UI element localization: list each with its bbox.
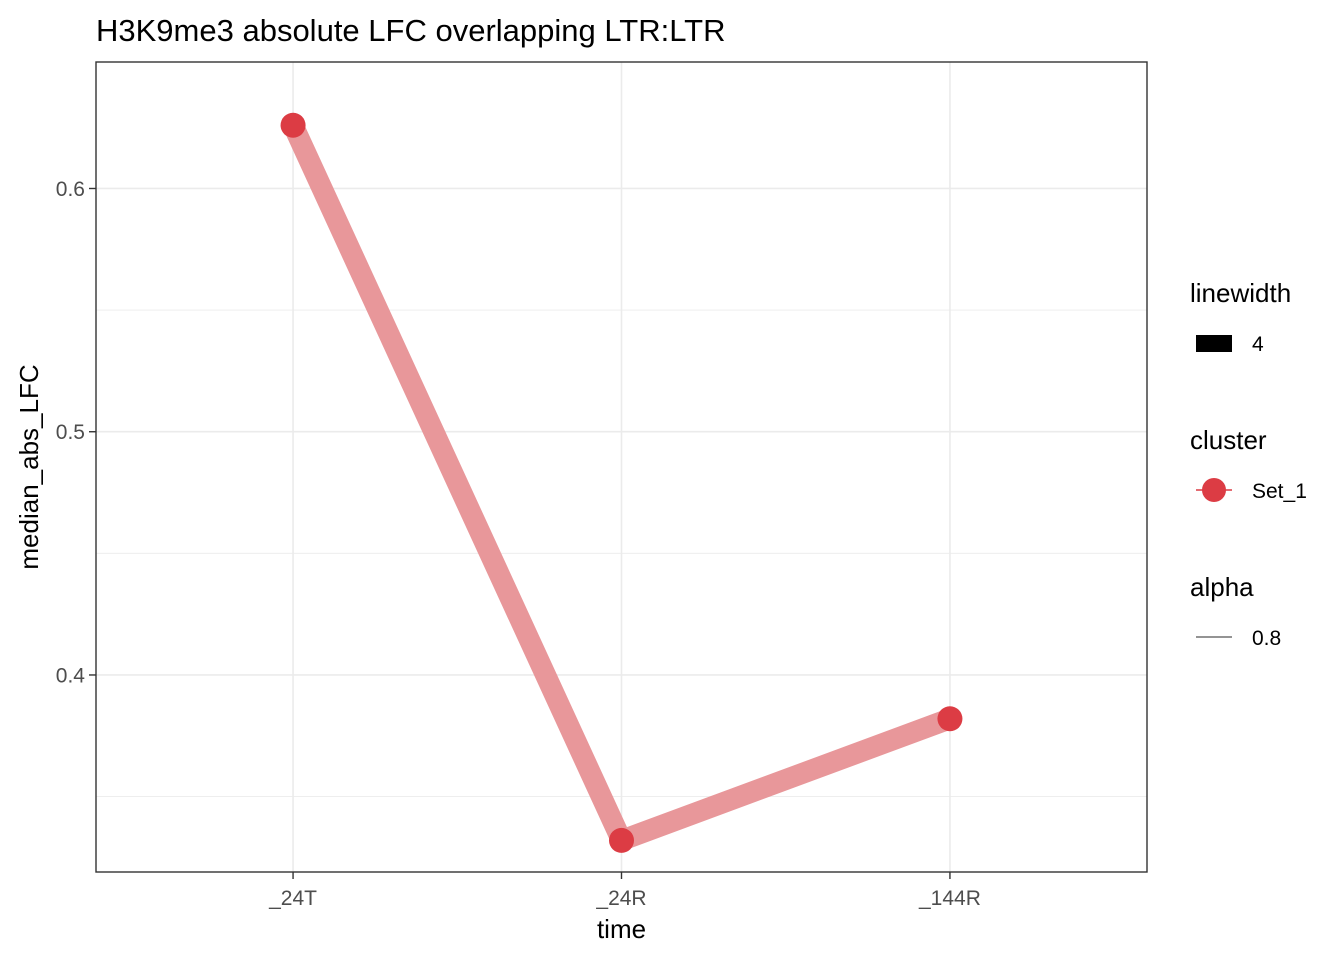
y-axis-title: median_abs_LFC xyxy=(14,364,44,569)
legend-linewidth-label: 4 xyxy=(1252,333,1264,356)
x-tick-label-1: _24R xyxy=(595,887,646,910)
data-points xyxy=(280,112,963,853)
legend-cluster: cluster Set_1 xyxy=(1190,425,1307,503)
x-tick-label-2: _144R xyxy=(918,887,981,910)
legend-cluster-title: cluster xyxy=(1190,425,1267,455)
legend-linewidth-title: linewidth xyxy=(1190,278,1291,308)
legend-alpha-title: alpha xyxy=(1190,572,1254,602)
legend-linewidth: linewidth 4 xyxy=(1190,278,1291,356)
grid xyxy=(96,62,1147,872)
y-tick-label-1: 0.5 xyxy=(56,421,85,444)
y-tick-label-2: 0.6 xyxy=(56,178,85,201)
x-axis: _24T _24R _144R xyxy=(268,872,981,910)
data-point-_24R xyxy=(609,827,634,853)
legend-cluster-label: Set_1 xyxy=(1252,480,1307,503)
chart-title: H3K9me3 absolute LFC overlapping LTR:LTR xyxy=(96,13,726,48)
legend: linewidth 4 cluster Set_1 alpha 0.8 xyxy=(1190,278,1307,650)
legend-alpha-label: 0.8 xyxy=(1252,627,1281,650)
y-tick-label-0: 0.4 xyxy=(56,664,86,687)
legend-linewidth-key xyxy=(1196,335,1232,352)
data-point-_144R xyxy=(937,706,963,732)
legend-alpha: alpha 0.8 xyxy=(1190,572,1281,650)
y-axis: 0.4 0.5 0.6 xyxy=(56,178,96,687)
x-tick-label-0: _24T xyxy=(268,887,317,910)
data-point-_24T xyxy=(280,112,306,138)
legend-cluster-key-point xyxy=(1202,478,1226,502)
x-axis-title: time xyxy=(597,914,646,944)
